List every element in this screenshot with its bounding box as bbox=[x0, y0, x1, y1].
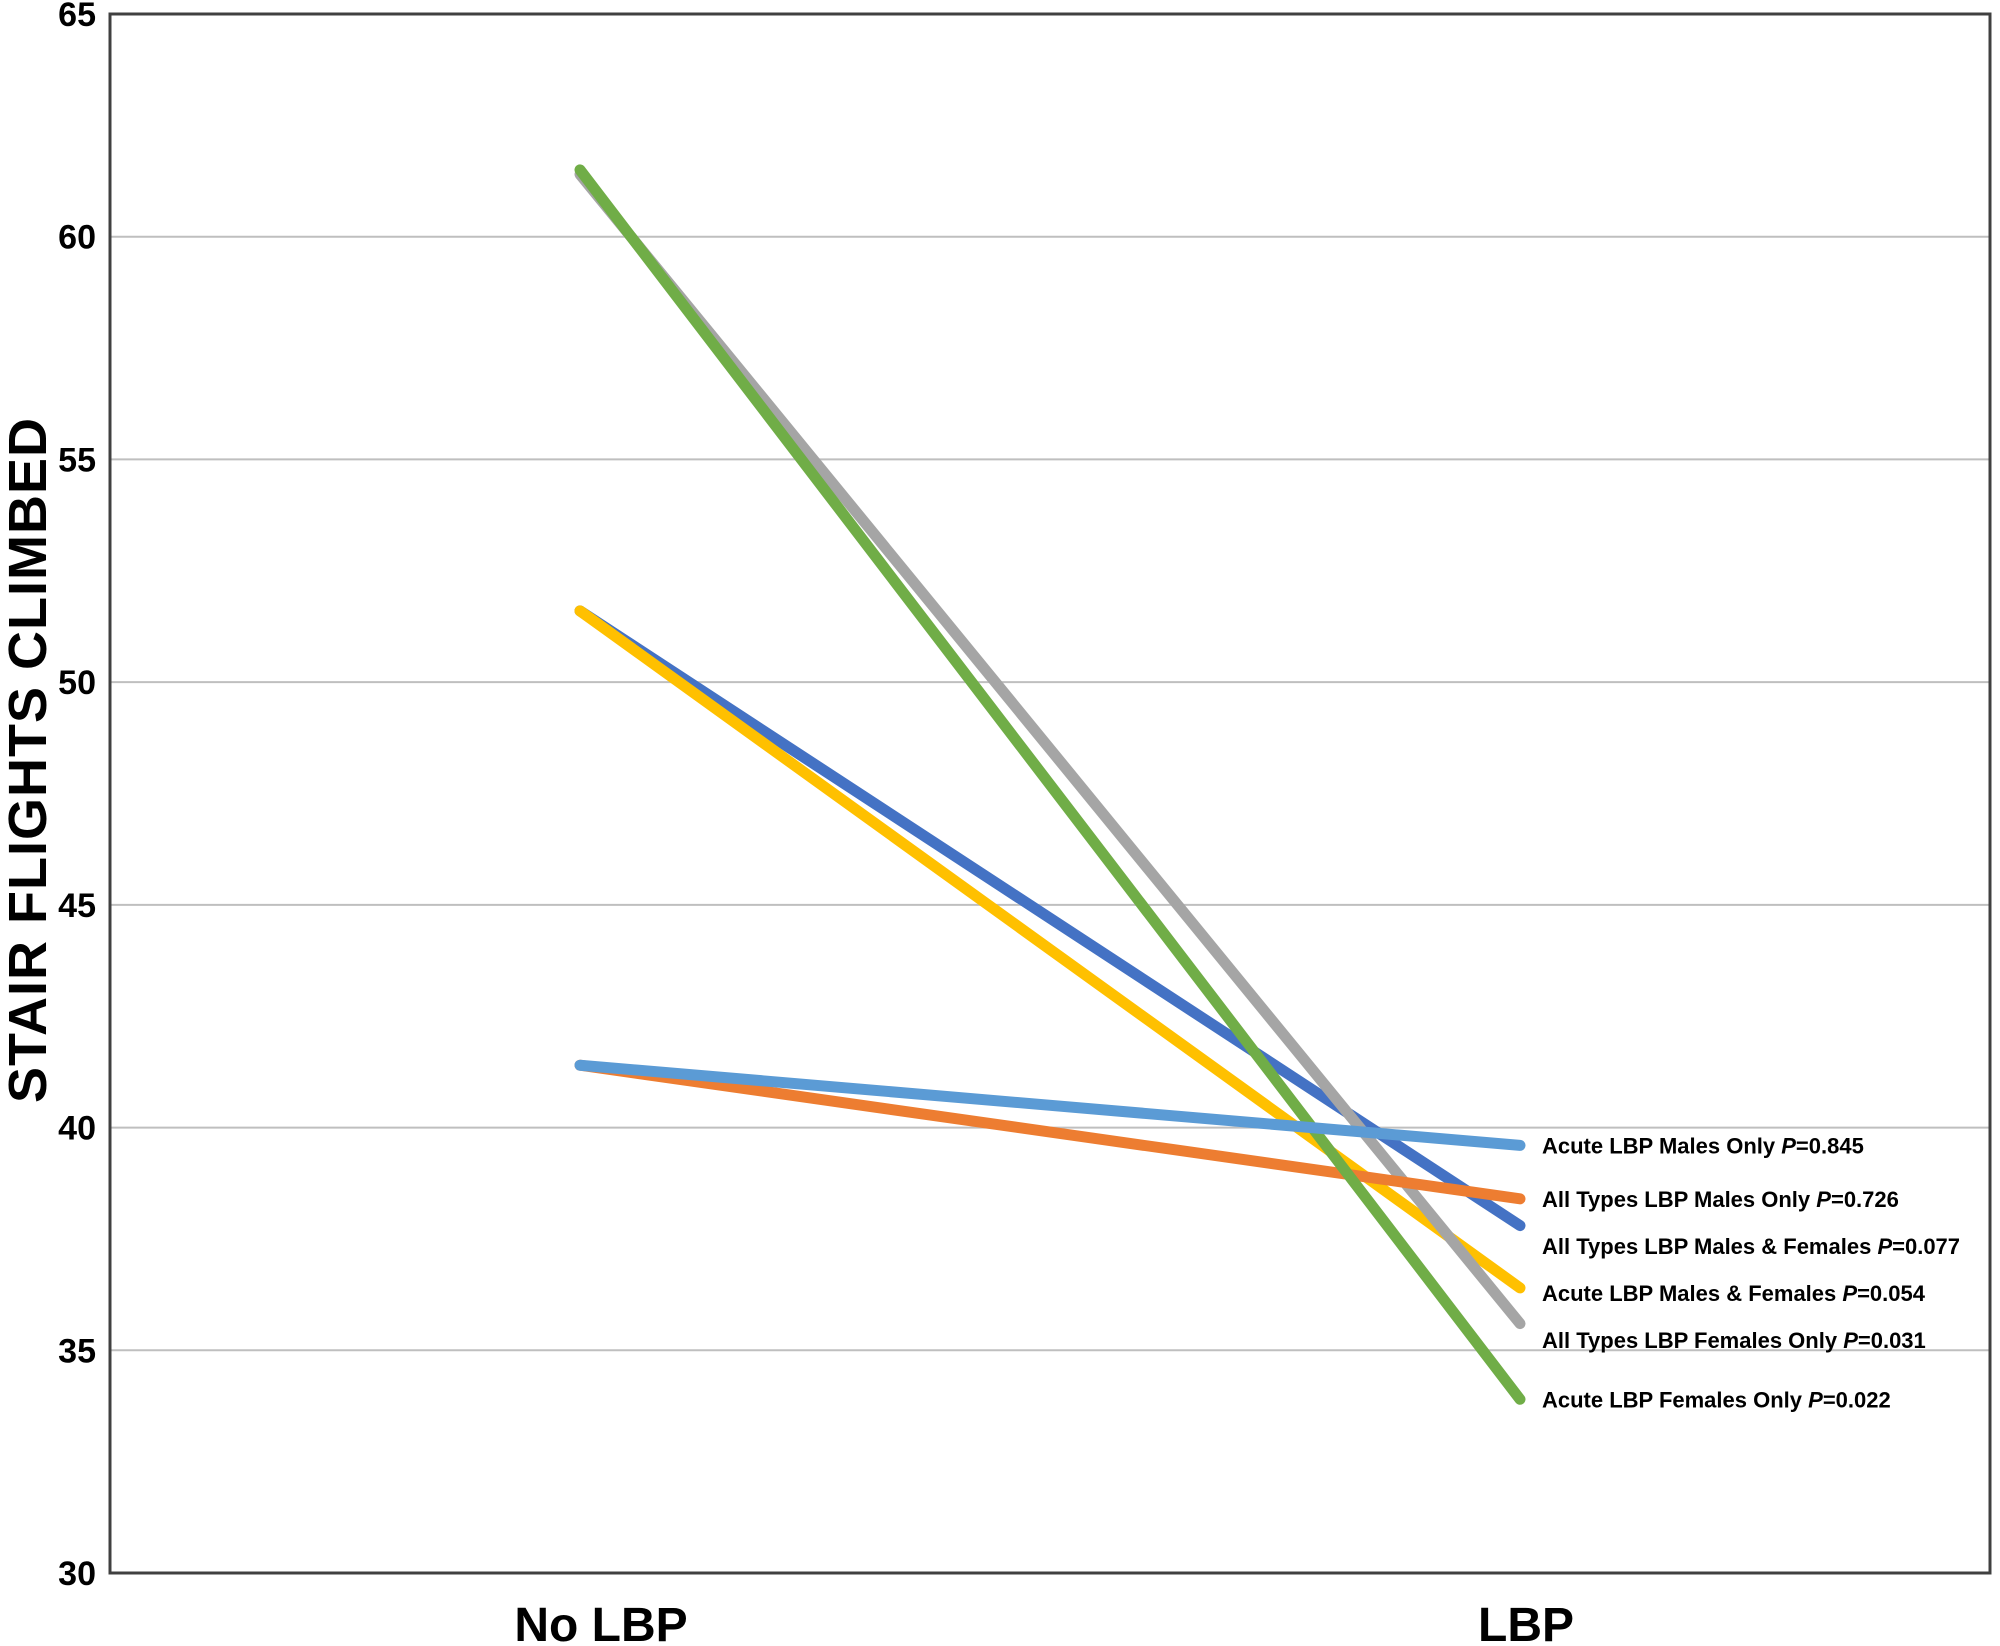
y-tick-label: 65 bbox=[58, 0, 96, 34]
y-tick-label: 40 bbox=[58, 1110, 96, 1148]
series-end-label: All Types LBP Males & Females P=0.077 bbox=[1542, 1234, 1960, 1259]
series-end-label: All Types LBP Males Only P=0.726 bbox=[1542, 1187, 1899, 1212]
y-axis-title: STAIR FLIGHTS CLIMBED bbox=[0, 417, 58, 1103]
y-tick-label: 30 bbox=[58, 1555, 96, 1593]
y-tick-label: 45 bbox=[58, 887, 96, 925]
series-end-label: Acute LBP Males & Females P=0.054 bbox=[1542, 1281, 1926, 1306]
x-category-label: No LBP bbox=[514, 1599, 687, 1646]
y-tick-label: 60 bbox=[58, 219, 96, 257]
y-tick-label: 55 bbox=[58, 441, 96, 479]
series-line bbox=[574, 605, 1526, 1232]
series-end-label: Acute LBP Males Only P=0.845 bbox=[1542, 1133, 1864, 1158]
y-tick-label: 50 bbox=[58, 664, 96, 702]
series-lines-group bbox=[574, 164, 1526, 1405]
series-line bbox=[574, 605, 1526, 1294]
series-line bbox=[574, 1059, 1526, 1151]
series-end-label: All Types LBP Females Only P=0.031 bbox=[1542, 1328, 1926, 1353]
series-end-labels-group: Acute LBP Males Only P=0.845 All Types LB… bbox=[1542, 1133, 1960, 1412]
x-category-labels-group: No LBP LBP bbox=[514, 1599, 1574, 1646]
y-tick-labels-group: 65 60 55 50 45 40 35 30 bbox=[58, 0, 96, 1593]
plot-border bbox=[108, 12, 1992, 1575]
series-end-label: Acute LBP Females Only P=0.022 bbox=[1542, 1387, 1891, 1412]
series-line bbox=[574, 1059, 1526, 1205]
y-tick-label: 35 bbox=[58, 1332, 96, 1370]
x-category-label: LBP bbox=[1478, 1599, 1574, 1646]
series-line bbox=[574, 164, 1526, 1405]
